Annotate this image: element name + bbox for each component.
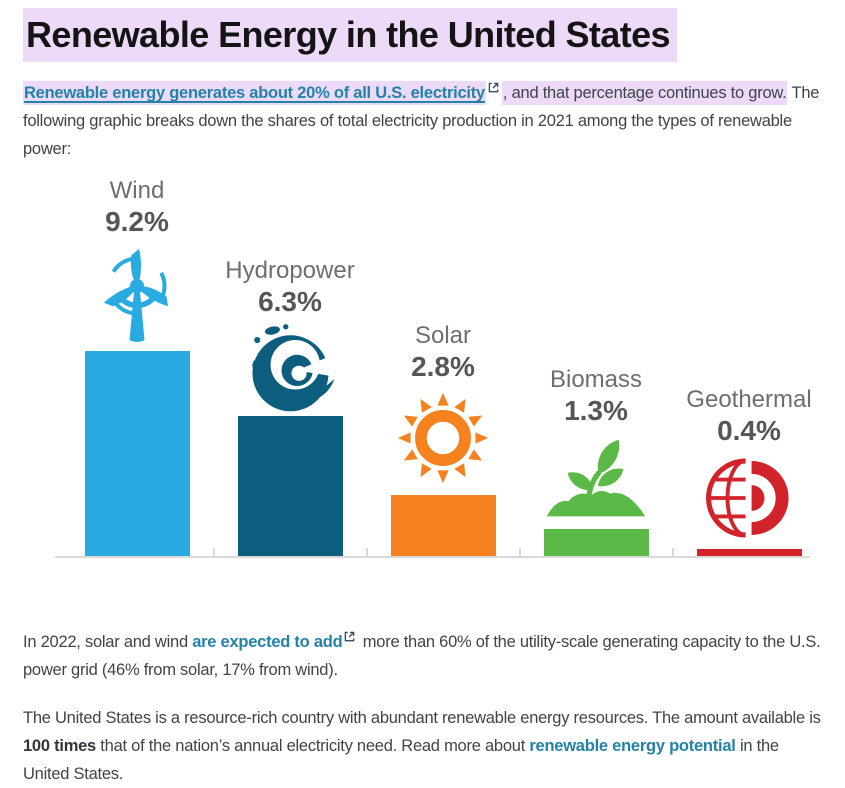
page-title: Renewable Energy in the United States <box>0 0 845 62</box>
category-value: 0.4% <box>717 415 781 446</box>
title-highlight: Renewable Energy in the United States <box>23 8 677 62</box>
chart-column-biomass: Biomass 1.3% <box>476 365 716 522</box>
axis-tick <box>213 548 215 556</box>
category-label: Hydropower <box>225 257 355 284</box>
category-label: Solar <box>414 322 472 349</box>
bold-text: 100 times <box>23 737 96 755</box>
axis-tick <box>519 548 521 556</box>
earth-cutaway-icon <box>629 455 845 541</box>
electricity-share-link[interactable]: Renewable energy generates about 20% of … <box>23 81 486 105</box>
chart-column-solar: Solar 2.8% <box>323 321 563 485</box>
sun-icon <box>323 391 563 485</box>
chart-column-hydropower: Hydropower 6.3% <box>170 256 410 417</box>
wind-turbine-icon <box>17 248 257 348</box>
bar-wind <box>84 351 190 558</box>
category-value: 6.3% <box>258 286 322 317</box>
text: In 2022, solar and wind <box>23 633 193 651</box>
text: more than 60% of the utility-scale gener… <box>23 633 821 679</box>
highlighted-text: , and that percentage continues to grow. <box>501 81 788 105</box>
bar-geothermal <box>696 549 802 558</box>
category-label: Geothermal <box>686 386 812 413</box>
expected-to-add-link[interactable]: are expected to add <box>192 633 343 651</box>
external-link-icon <box>344 623 355 642</box>
text: that of the nation’s annual electricity … <box>95 737 530 755</box>
category-value: 9.2% <box>105 206 169 237</box>
bar-solar <box>390 495 496 558</box>
intro-paragraph: Renewable energy generates about 20% of … <box>23 74 829 163</box>
bar-biomass <box>543 529 649 558</box>
category-label: Biomass <box>549 366 643 393</box>
ocean-wave-icon <box>170 322 410 417</box>
intro-text: The following graphic breaks down the sh… <box>23 84 820 158</box>
resources-paragraph: The United States is a resource-rich cou… <box>23 704 829 788</box>
external-link-icon <box>488 74 499 93</box>
bar-hydropower <box>237 416 343 558</box>
category-value: 2.8% <box>411 351 475 382</box>
renewables-bar-chart: Wind 9.2% Hydropower 6.3% <box>0 167 845 599</box>
axis-tick <box>672 548 674 556</box>
axis-tick <box>366 548 368 556</box>
category-value: 1.3% <box>564 395 628 426</box>
chart-column-geothermal: Geothermal 0.4% <box>629 385 845 541</box>
chart-column-wind: Wind 9.2% <box>17 176 257 348</box>
baseline-axis <box>55 556 810 558</box>
renewable-potential-link[interactable]: renewable energy potential <box>529 737 736 755</box>
category-label: Wind <box>109 177 165 204</box>
text: The United States is a resource-rich cou… <box>23 709 821 727</box>
outlook-paragraph: In 2022, solar and wind are expected to … <box>23 623 829 684</box>
seedling-icon <box>476 435 716 522</box>
